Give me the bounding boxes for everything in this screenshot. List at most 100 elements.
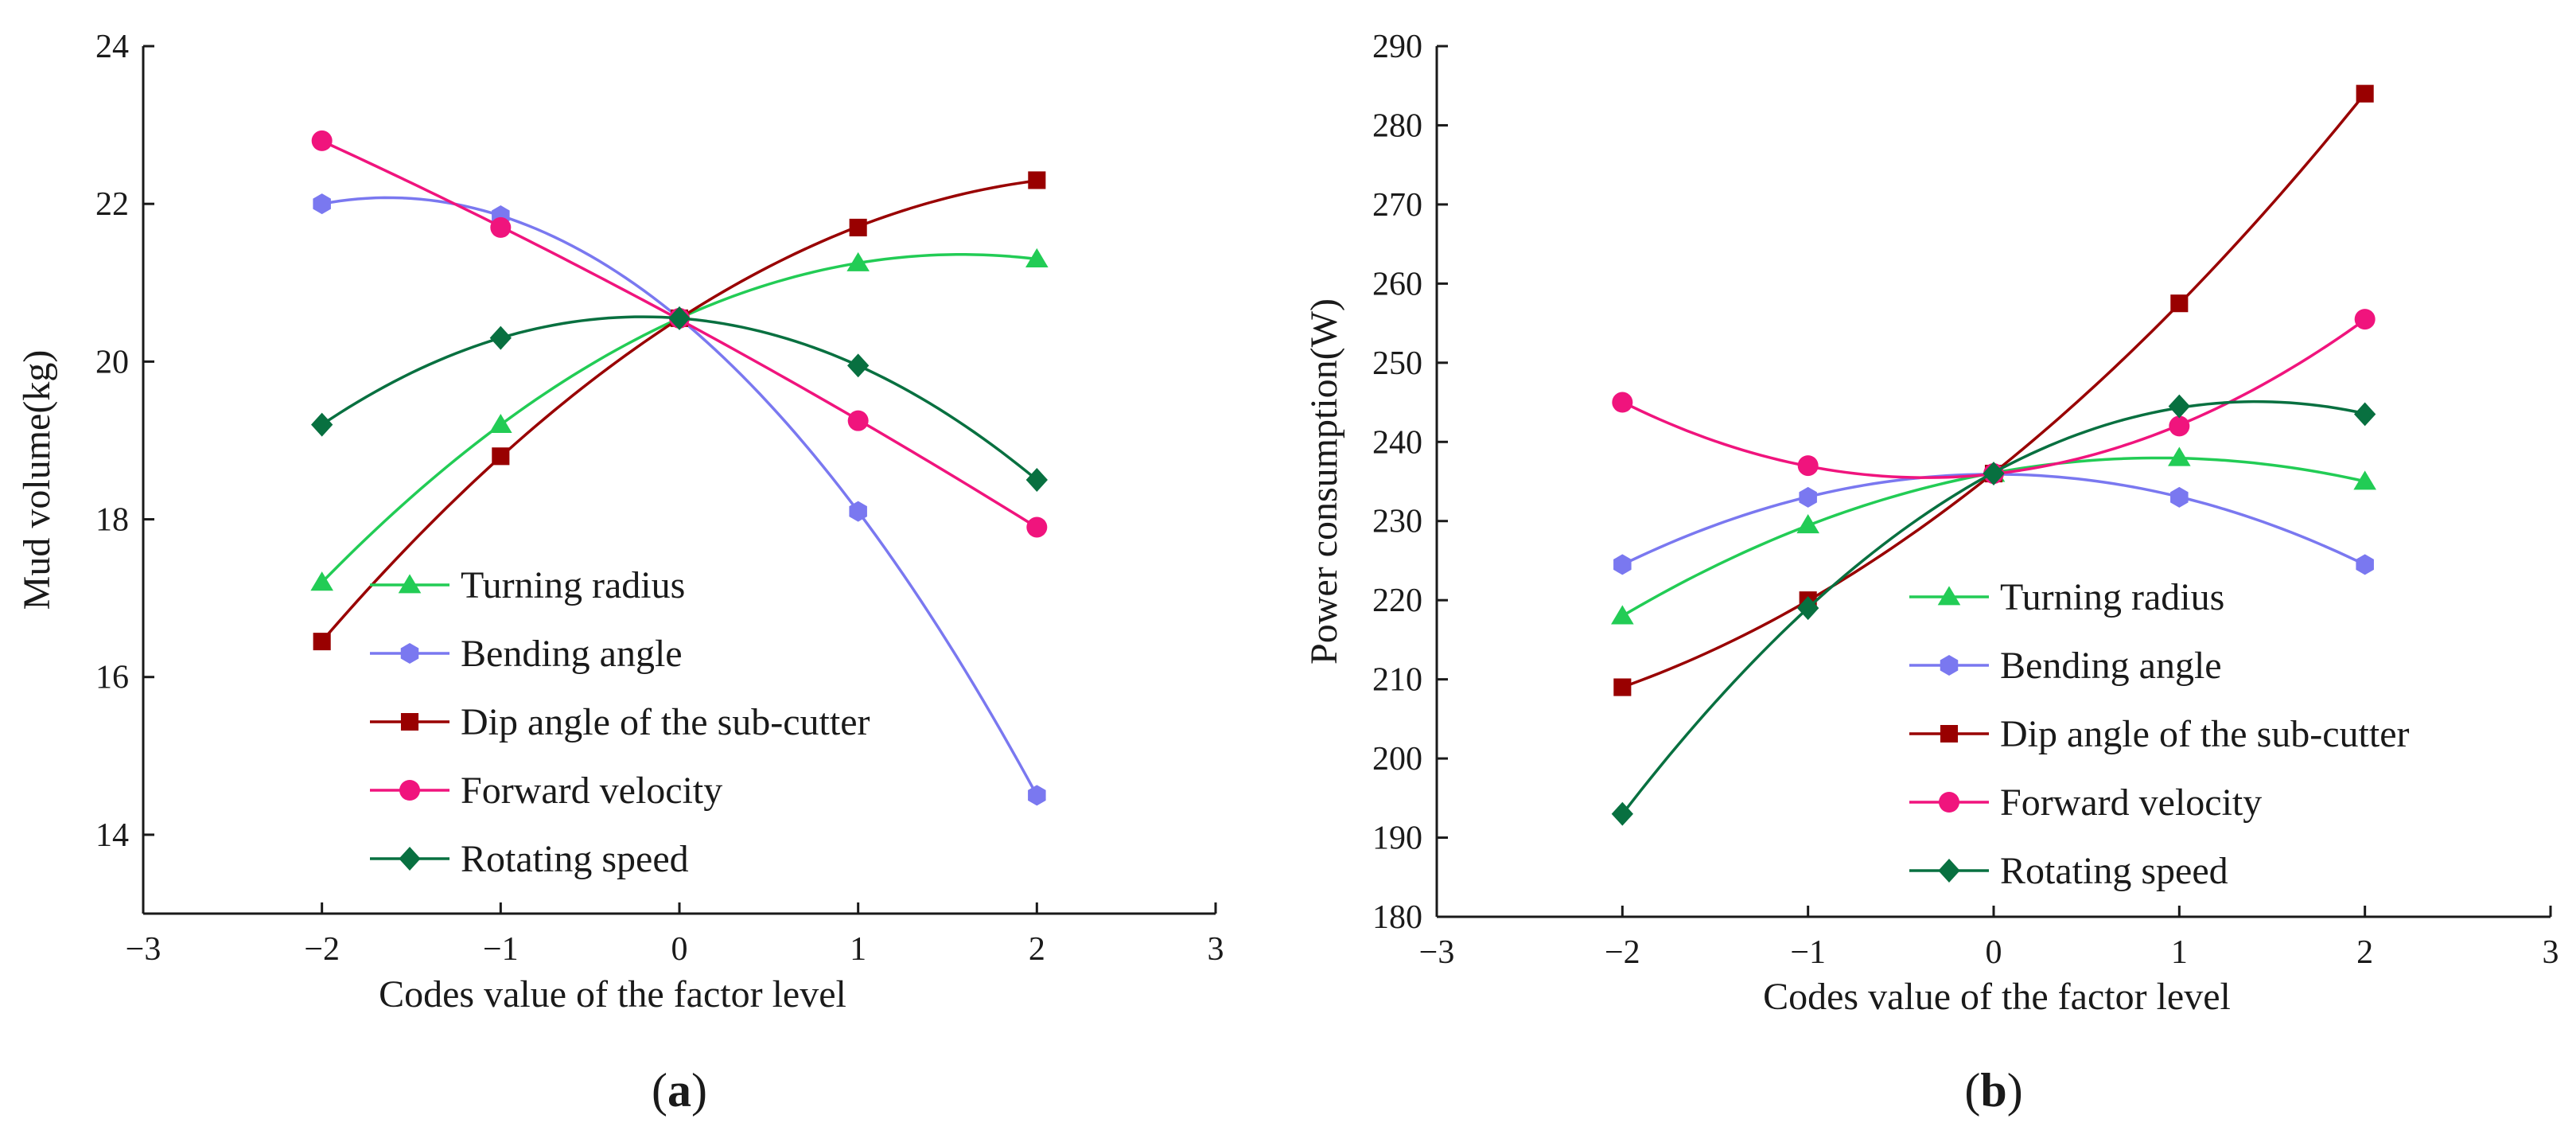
x-tick-label: −2 — [1605, 934, 1640, 971]
data-point-dip-angle-of-the-sub-cutter — [2356, 84, 2374, 103]
data-point-turning-radius — [1611, 605, 1634, 625]
y-axis-label: Mud volume(kg) — [16, 350, 58, 610]
y-tick-label: 24 — [95, 29, 129, 65]
panel-label: (a) — [652, 1064, 707, 1117]
legend-label-turning-radius: Turning radius — [461, 564, 685, 606]
data-point-turning-radius — [1796, 514, 1819, 534]
y-tick-label: 190 — [1372, 820, 1422, 857]
x-axis-label: Codes value of the factor level — [1763, 976, 2231, 1018]
x-tick-label: 2 — [1029, 931, 1045, 968]
data-point-turning-radius — [2353, 470, 2376, 490]
y-tick-label: 270 — [1372, 187, 1422, 224]
series-line-rotating-speed — [321, 315, 1038, 481]
legend-marker-turning-radius — [398, 574, 422, 594]
y-tick-label: 240 — [1372, 424, 1422, 461]
data-point-turning-radius — [310, 571, 333, 591]
y-tick-label: 260 — [1372, 266, 1422, 302]
data-point-rotating-speed — [668, 306, 691, 330]
x-tick-label: 3 — [1208, 931, 1224, 968]
legend-marker-forward-velocity — [1939, 792, 1959, 813]
y-tick-label: 290 — [1372, 29, 1422, 65]
data-point-rotating-speed — [1797, 596, 1819, 621]
data-point-forward-velocity — [2354, 309, 2376, 330]
y-tick-label: 180 — [1372, 899, 1422, 936]
y-tick-label: 18 — [95, 502, 129, 539]
data-point-turning-radius — [1025, 247, 1049, 267]
x-tick-label: 1 — [2171, 934, 2188, 971]
legend-label-rotating-speed: Rotating speed — [2000, 850, 2228, 892]
y-tick-label: 16 — [95, 660, 129, 696]
legend-label-turning-radius: Turning radius — [2000, 576, 2224, 618]
data-point-bending-angle — [1799, 486, 1817, 508]
y-tick-label: 250 — [1372, 345, 1422, 382]
data-point-forward-velocity — [1026, 516, 1048, 538]
data-point-bending-angle — [313, 193, 331, 215]
data-point-forward-velocity — [1612, 392, 1633, 413]
legend-marker-rotating-speed — [1938, 859, 1960, 883]
data-point-rotating-speed — [2168, 394, 2190, 419]
y-tick-label: 200 — [1372, 741, 1422, 778]
data-point-bending-angle — [1028, 785, 1046, 806]
data-point-dip-angle-of-the-sub-cutter — [492, 447, 510, 466]
x-axis-label: Codes value of the factor level — [379, 973, 846, 1015]
data-point-rotating-speed — [1025, 468, 1048, 492]
data-point-rotating-speed — [1611, 801, 1633, 826]
data-point-rotating-speed — [311, 412, 333, 437]
data-point-turning-radius — [489, 413, 512, 434]
data-point-forward-velocity — [1797, 455, 1819, 477]
data-point-rotating-speed — [1983, 462, 2005, 486]
y-tick-label: 22 — [95, 186, 129, 223]
y-tick-label: 230 — [1372, 504, 1422, 540]
x-tick-label: −3 — [1419, 934, 1455, 971]
y-tick-label: 220 — [1372, 583, 1422, 619]
legend-marker-dip-angle-of-the-sub-cutter — [1940, 724, 1959, 743]
data-point-forward-velocity — [490, 216, 512, 238]
y-tick-label: 20 — [95, 344, 129, 380]
data-point-forward-velocity — [311, 130, 333, 151]
data-point-forward-velocity — [847, 410, 869, 431]
data-point-dip-angle-of-the-sub-cutter — [313, 633, 331, 651]
legend-marker-bending-angle — [400, 643, 419, 664]
x-tick-label: 0 — [671, 931, 688, 968]
x-tick-label: −1 — [1790, 934, 1826, 971]
data-point-forward-velocity — [2169, 415, 2190, 437]
x-tick-label: 1 — [850, 931, 866, 968]
y-tick-label: 280 — [1372, 107, 1422, 144]
legend-marker-rotating-speed — [399, 847, 421, 871]
x-tick-label: 3 — [2543, 934, 2559, 971]
y-tick-label: 210 — [1372, 662, 1422, 699]
legend-marker-bending-angle — [1940, 655, 1959, 676]
legend-label-rotating-speed: Rotating speed — [461, 838, 689, 880]
x-tick-label: −3 — [126, 931, 161, 968]
x-tick-label: 2 — [2356, 934, 2373, 971]
data-point-rotating-speed — [489, 325, 512, 350]
y-tick-label: 14 — [95, 817, 129, 854]
legend-label-forward-velocity: Forward velocity — [2000, 781, 2262, 824]
data-point-bending-angle — [849, 501, 867, 522]
data-point-turning-radius — [846, 251, 870, 271]
data-point-dip-angle-of-the-sub-cutter — [2170, 294, 2189, 313]
data-point-bending-angle — [2356, 554, 2374, 575]
legend-marker-forward-velocity — [399, 780, 420, 801]
legend-label-forward-velocity: Forward velocity — [461, 770, 722, 812]
x-tick-label: 0 — [1986, 934, 2002, 971]
panel-label: (b) — [1964, 1064, 2022, 1117]
legend-label-bending-angle: Bending angle — [2000, 645, 2222, 687]
data-point-dip-angle-of-the-sub-cutter — [1028, 171, 1046, 189]
data-point-rotating-speed — [2354, 402, 2376, 427]
legend-label-dip-angle-of-the-sub-cutter: Dip angle of the sub-cutter — [2000, 713, 2410, 755]
data-point-dip-angle-of-the-sub-cutter — [849, 218, 867, 236]
legend-marker-dip-angle-of-the-sub-cutter — [400, 712, 419, 731]
panel-a-chart: 14 16 18 20 22 24 −3 −2 −1 0 1 2 3 Codes value of the… — [16, 29, 1224, 1117]
legend-label-bending-angle: Bending angle — [461, 633, 683, 675]
data-point-bending-angle — [1613, 554, 1632, 575]
legend-marker-turning-radius — [1937, 586, 1961, 606]
series-line-forward-velocity — [1621, 318, 2366, 479]
legend-label-dip-angle-of-the-sub-cutter: Dip angle of the sub-cutter — [461, 701, 870, 743]
x-tick-label: −2 — [304, 931, 340, 968]
data-point-rotating-speed — [847, 353, 870, 378]
series-line-turning-radius — [321, 253, 1037, 584]
data-point-dip-angle-of-the-sub-cutter — [1613, 678, 1632, 696]
